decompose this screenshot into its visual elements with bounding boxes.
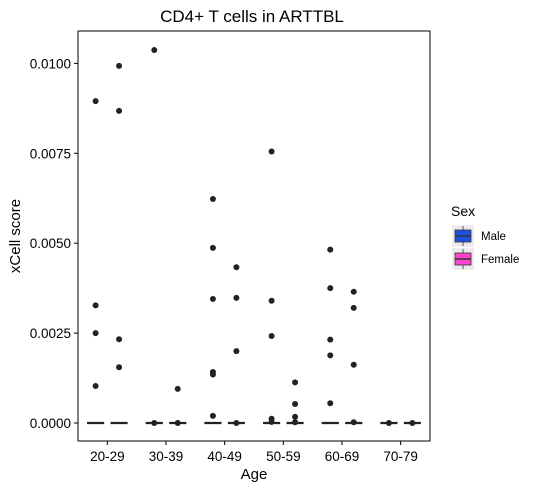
data-point — [209, 244, 216, 251]
data-point — [233, 264, 240, 271]
data-point — [268, 332, 275, 339]
x-tick-label: 50-59 — [266, 449, 301, 464]
data-point — [92, 382, 99, 389]
legend-item-female: Female — [452, 248, 519, 270]
x-axis-title: Age — [241, 466, 268, 483]
data-point — [209, 371, 216, 378]
y-tick-label: 0.0050 — [30, 236, 71, 251]
legend-label-male: Male — [481, 231, 506, 243]
data-point — [92, 330, 99, 337]
data-point — [116, 364, 123, 371]
points-layer — [92, 47, 416, 427]
data-point — [292, 400, 299, 407]
chart-title: CD4+ T cells in ARTTBL — [160, 7, 344, 26]
data-point — [327, 400, 334, 407]
y-tick-label: 0.0100 — [30, 56, 71, 71]
y-axis-title: xCell score — [7, 199, 24, 273]
x-tick-label: 30-39 — [149, 449, 184, 464]
y-tick-label: 0.0025 — [30, 326, 71, 341]
data-point — [350, 288, 357, 295]
x-tick-label: 40-49 — [207, 449, 242, 464]
x-tick-label: 70-79 — [383, 449, 418, 464]
data-point — [116, 336, 123, 343]
y-tick-label: 0.0000 — [30, 416, 71, 431]
data-point — [350, 304, 357, 311]
data-point — [233, 420, 240, 427]
y-axis: 0.0000 0.0025 0.0050 0.0075 0.0100 — [30, 56, 78, 431]
data-point — [409, 420, 416, 427]
data-point — [292, 413, 299, 420]
data-point — [209, 295, 216, 302]
data-point — [209, 412, 216, 419]
plot-panel — [77, 30, 431, 442]
data-point — [268, 148, 275, 155]
x-axis: 20-29 30-39 40-49 50-59 60-69 70-79 — [90, 441, 418, 464]
data-point — [385, 420, 392, 427]
data-point — [350, 419, 357, 426]
data-point — [209, 195, 216, 202]
data-point — [92, 98, 99, 105]
x-tick-label: 20-29 — [90, 449, 125, 464]
data-point — [268, 418, 275, 425]
data-point — [292, 419, 299, 426]
data-point — [268, 297, 275, 304]
legend-item-male: Male — [452, 225, 506, 247]
data-point — [233, 294, 240, 301]
data-point — [327, 352, 334, 359]
data-point — [350, 361, 357, 368]
data-point — [92, 302, 99, 309]
legend: Sex Male Female — [451, 203, 519, 270]
y-tick-label: 0.0075 — [30, 146, 71, 161]
data-point — [233, 348, 240, 355]
legend-title: Sex — [451, 203, 475, 219]
data-point — [327, 336, 334, 343]
data-point — [116, 107, 123, 114]
data-point — [151, 420, 158, 427]
data-point — [327, 285, 334, 292]
x-tick-label: 60-69 — [325, 449, 360, 464]
data-point — [327, 246, 334, 253]
data-point — [174, 385, 181, 392]
data-point — [116, 62, 123, 69]
legend-label-female: Female — [481, 254, 519, 266]
data-point — [292, 379, 299, 386]
data-point — [174, 420, 181, 427]
data-point — [151, 47, 158, 54]
